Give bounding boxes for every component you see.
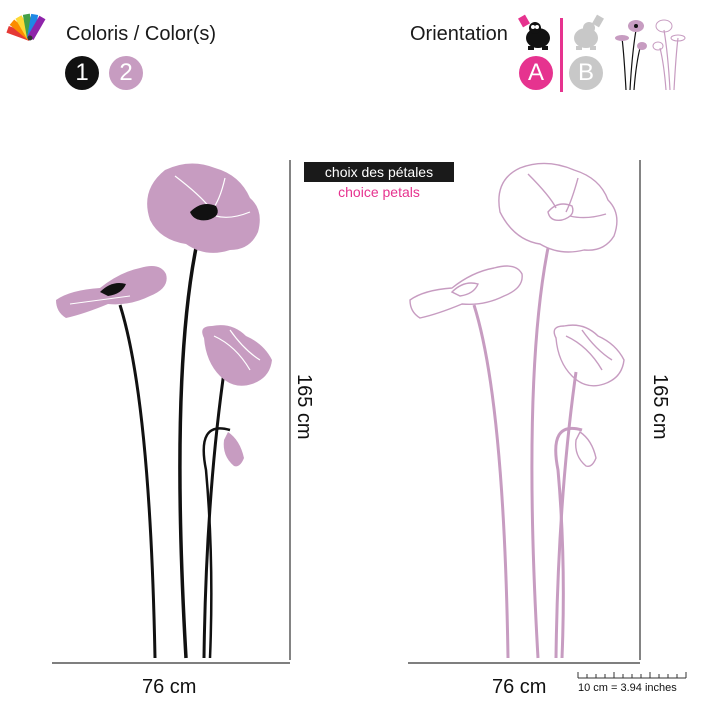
petal-choice-fr-badge: choix des pétales: [304, 162, 454, 182]
color-choice-2[interactable]: 2: [109, 56, 143, 90]
orientation-choice-b[interactable]: B: [569, 56, 603, 90]
color-choice-2-label: 2: [119, 59, 133, 86]
orientation-a-thumbnail[interactable]: [614, 14, 650, 91]
color-choice-1[interactable]: 1: [65, 56, 99, 90]
palette-icon: [6, 10, 62, 44]
petal-choice-fr-label: choix des pétales: [324, 164, 434, 180]
color-choice-1-label: 1: [75, 59, 89, 86]
orientation-choice-b-label: B: [577, 59, 594, 86]
left-width-label: 76 cm: [142, 676, 197, 698]
orientation-b-icon: [568, 14, 608, 54]
orientation-divider: [560, 18, 563, 92]
orientation-choice-a-label: A: [527, 59, 544, 86]
scale-note: 10 cm = 3.94 inches: [578, 682, 677, 694]
petal-choice-en-label: choice petals: [338, 184, 420, 200]
orientation-a-icon: [516, 14, 556, 54]
colors-label: Coloris / Color(s): [66, 23, 217, 45]
left-height-label: 165 cm: [293, 374, 315, 440]
orientation-label: Orientation: [410, 23, 508, 45]
scale-ruler-icon: [577, 672, 687, 679]
orientation-choice-a[interactable]: A: [519, 56, 553, 90]
right-height-label: 165 cm: [649, 374, 671, 440]
orientation-b-thumbnail[interactable]: [650, 14, 686, 91]
right-width-label: 76 cm: [492, 676, 547, 698]
